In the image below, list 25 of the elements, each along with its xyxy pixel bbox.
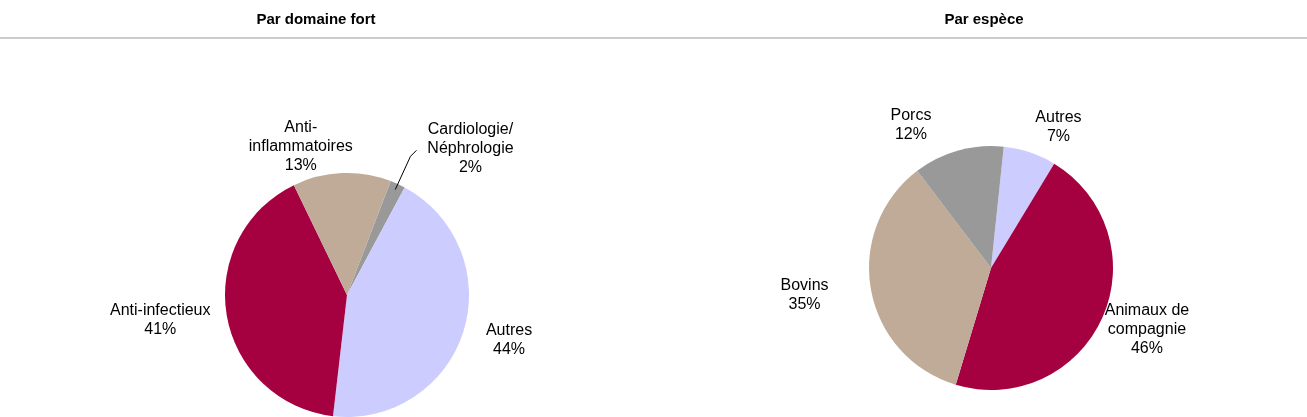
chart-title: Par espèce [944, 10, 1024, 27]
data-label: 35% [788, 294, 821, 312]
slice-label: Anti-infectieux [109, 301, 211, 319]
data-label: 46% [1130, 338, 1163, 356]
pie-slice [225, 185, 347, 417]
slice-label: Porcs [890, 106, 932, 124]
data-label: 44% [493, 340, 526, 358]
pie-slice [332, 187, 469, 417]
slice-label: Bovins [780, 275, 829, 293]
data-label: 41% [144, 320, 177, 338]
pie-slice [991, 146, 1055, 268]
pie-slice [293, 173, 391, 295]
pie-slice [869, 170, 991, 385]
slice-label: Anti-inflammatoires [248, 118, 353, 155]
slice-label: Animaux de compagnie [1104, 300, 1190, 337]
slice-label: Autres [1035, 108, 1082, 126]
data-label: 13% [284, 156, 317, 174]
chart-title: Par domaine fort [256, 10, 376, 27]
data-label: 12% [894, 125, 927, 143]
slice-label: Autres [485, 321, 533, 339]
data-label: 2% [458, 158, 483, 176]
slice-label: Cardiologie/Néphrologie [427, 120, 514, 157]
pie-slice [347, 181, 405, 295]
pie-slice [917, 146, 1004, 268]
data-label: 7% [1046, 127, 1071, 145]
